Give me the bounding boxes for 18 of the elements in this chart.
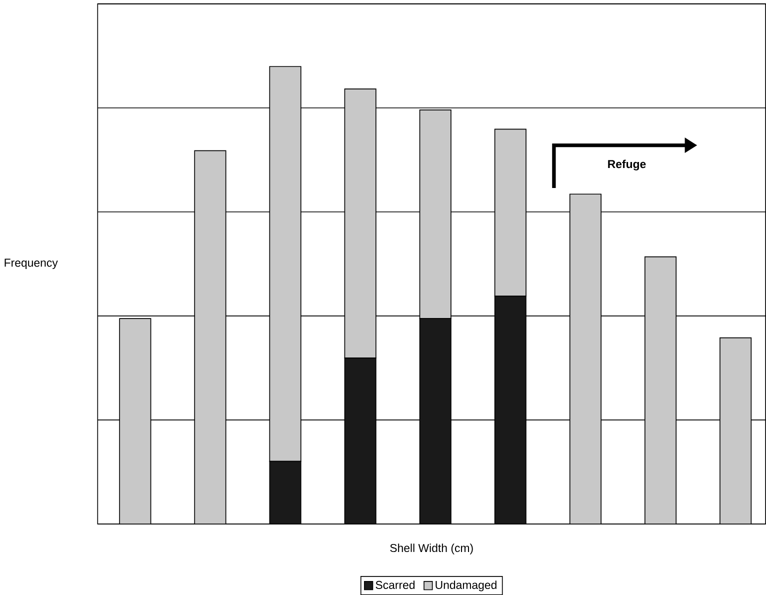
x-axis-title: Shell Width (cm) [390,544,473,554]
bar [569,194,602,524]
bar [269,66,302,462]
bar [419,109,452,319]
bar [720,337,752,524]
bar [494,296,526,524]
bar [119,318,152,524]
bar [269,460,302,524]
annotation: Refuge [608,160,646,170]
bar [344,357,376,524]
bar [494,128,526,297]
legend-label: Undamaged [436,580,496,592]
legend-label: Scarred [376,580,415,589]
bar [344,88,376,358]
bar [419,318,452,524]
bar [644,256,677,524]
y-axis-title: Frequency [4,258,58,269]
bar [194,150,226,524]
